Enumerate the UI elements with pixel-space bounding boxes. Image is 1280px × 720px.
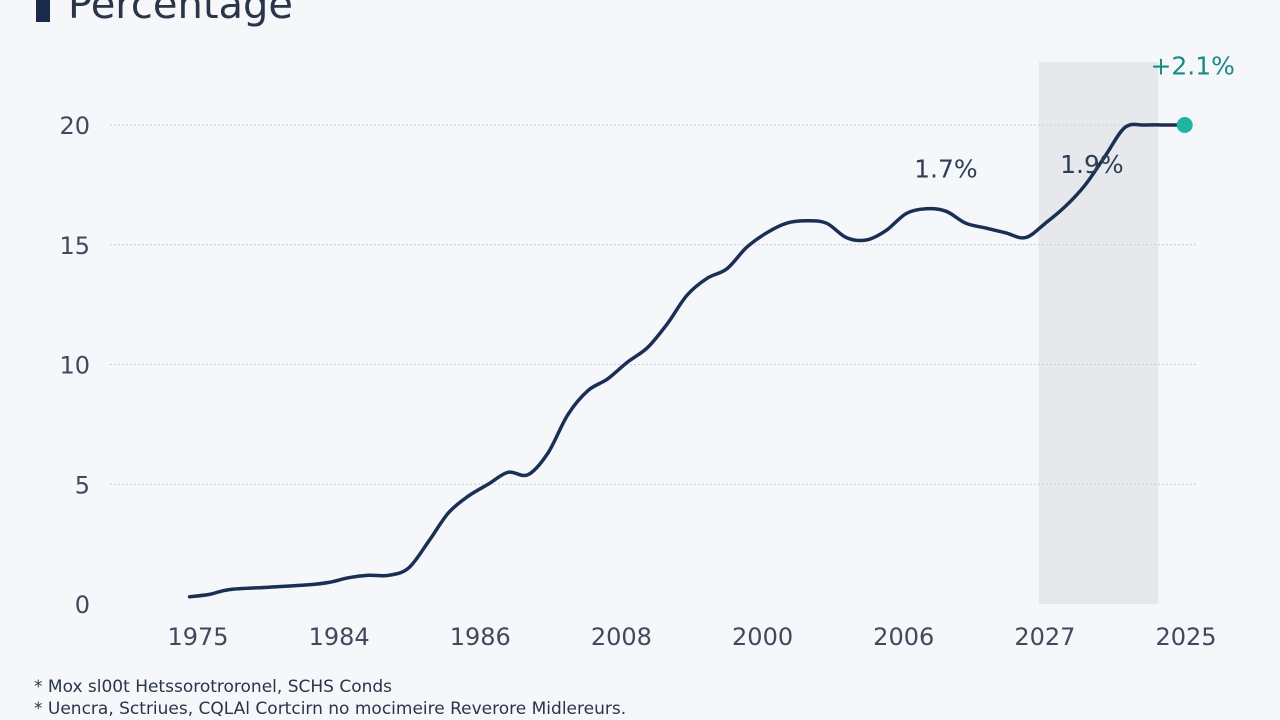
- x-tick-label: 1986: [450, 623, 511, 651]
- x-tick-label: 2006: [873, 623, 934, 651]
- x-tick-label: 2027: [1014, 623, 1075, 651]
- data-annotation: 1.9%: [1060, 150, 1124, 179]
- series-line: [187, 122, 1187, 599]
- y-tick-label: 10: [59, 352, 90, 380]
- title-accent-bar: [36, 0, 50, 22]
- x-tick-label: 2008: [591, 623, 652, 651]
- data-annotation: +2.1%: [1150, 52, 1234, 81]
- x-tick-label: 2025: [1155, 623, 1216, 651]
- forecast-band: [1038, 62, 1159, 604]
- end-point-marker: [1176, 117, 1193, 133]
- x-tick-label: 1975: [167, 623, 228, 651]
- footnote-1: * Mox sl00t Hetssorotroronel, SCHS Conds: [34, 677, 393, 697]
- footnote-2: * Uencra, Sctriues, CQLAl Cortcirn no mo…: [34, 699, 627, 719]
- data-annotation: 1.7%: [914, 155, 978, 184]
- y-tick-label: 15: [59, 232, 90, 260]
- y-tick-label: 0: [75, 591, 90, 619]
- y-tick-label: 5: [75, 471, 90, 499]
- x-tick-label: 2000: [732, 623, 793, 651]
- chart-title: Percentage: [68, 0, 294, 28]
- footnotes: * Mox sl00t Hetssorotroronel, SCHS Conds…: [34, 676, 626, 720]
- y-tick-label: 20: [59, 112, 90, 140]
- x-tick-label: 1984: [309, 623, 370, 651]
